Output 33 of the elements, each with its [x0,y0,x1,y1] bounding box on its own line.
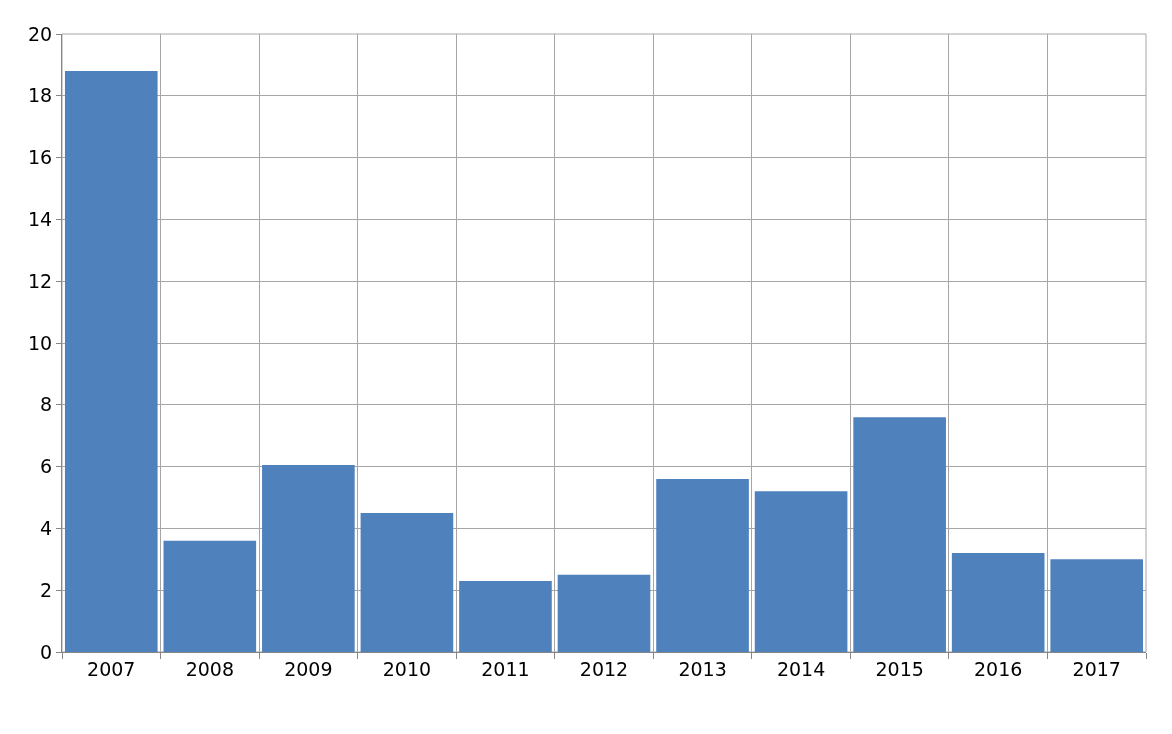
y-tick-label: 0 [40,640,53,663]
y-tick-label: 8 [40,393,53,416]
bar [557,574,651,652]
bar [853,417,946,652]
x-tick-label: 2017 [1072,657,1121,680]
x-tick-label: 2009 [284,657,333,680]
y-tick-label: 2 [40,578,53,601]
y-tick-label: 12 [28,269,53,292]
y-tick-label: 4 [40,517,53,540]
bar [360,512,454,652]
x-tick-label: 2010 [382,657,432,680]
bar [459,580,552,652]
x-tick-label: 2011 [481,657,530,680]
y-tick-label: 14 [28,208,53,231]
y-tick-label: 10 [28,331,53,354]
bar [64,71,158,652]
y-tick-label: 16 [28,146,53,169]
x-tick-label: 2013 [678,657,727,680]
y-tick-label: 18 [28,84,53,107]
x-tick-label: 2007 [87,657,136,680]
bar [262,465,355,652]
x-tick-label: 2015 [875,657,924,680]
bar [163,540,257,652]
y-tick-label: 20 [28,22,53,45]
x-tick-label: 2016 [974,657,1023,680]
bar [754,491,848,652]
x-tick-label: 2008 [185,657,234,680]
bar [1050,559,1144,652]
x-tick-label: 2014 [776,657,826,680]
bar [656,478,749,652]
y-tick-label: 6 [40,455,53,478]
x-tick-label: 2012 [579,657,629,680]
bar [951,553,1045,652]
